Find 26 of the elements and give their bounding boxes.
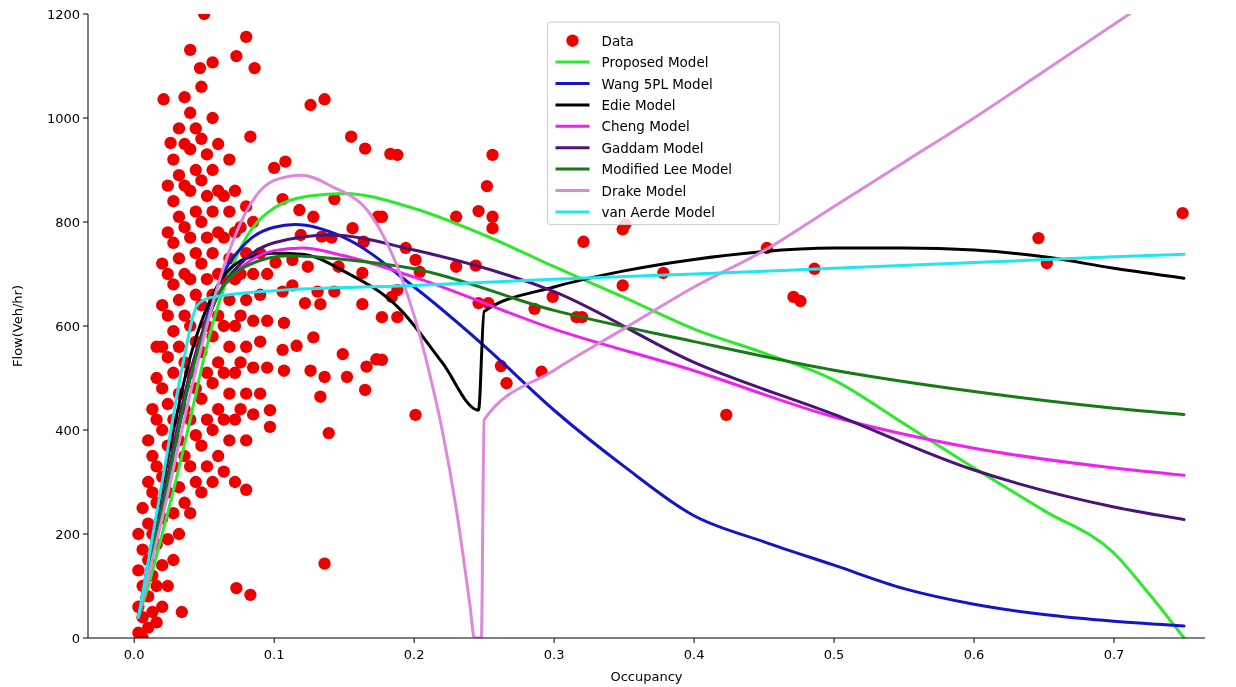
legend-label: Wang 5PL Model [601,75,713,92]
y-tick-label: 200 [55,527,80,542]
legend-label: Proposed Model [601,54,709,71]
x-tick-label: 0.0 [123,647,145,662]
y-axis-title: Flow(Veh/hr) [10,285,25,367]
y-tick-label: 1000 [46,111,80,126]
x-tick-label: 0.3 [543,647,565,662]
x-tick-label: 0.6 [963,647,985,662]
legend-label: Edie Model [601,96,676,113]
x-tick-label: 0.4 [683,647,705,662]
y-tick-label: 1200 [46,7,80,22]
legend-label: Drake Model [601,182,687,199]
legend-label: Data [601,32,634,49]
x-tick-label: 0.5 [823,647,845,662]
y-tick-label: 600 [55,319,80,334]
legend-label: Modified Lee Model [601,161,733,178]
y-tick-label: 400 [55,423,80,438]
legend-label: Cheng Model [601,118,690,135]
x-tick-label: 0.1 [263,647,285,662]
x-tick-label: 0.7 [1103,647,1125,662]
y-tick-label: 0 [71,631,80,646]
x-tick-label: 0.2 [403,647,425,662]
x-axis-title: Occupancy [610,669,683,684]
legend-label: Gaddam Model [601,139,704,156]
y-tick-label: 800 [55,215,80,230]
legend-label: van Aerde Model [601,203,715,220]
